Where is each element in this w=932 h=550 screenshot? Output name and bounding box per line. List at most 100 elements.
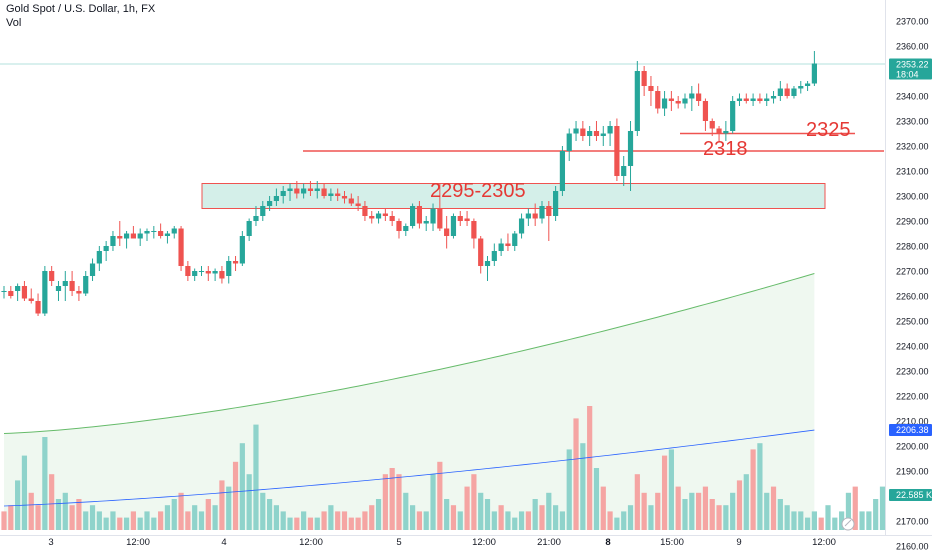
candle-body [212, 271, 218, 274]
volume-bar [144, 511, 150, 530]
volume-bar [866, 511, 872, 530]
volume-bar [512, 517, 518, 530]
candle-body [777, 88, 783, 96]
candle-body [137, 233, 143, 239]
volume-bar [382, 474, 388, 530]
candle-body [655, 91, 661, 109]
volume-bar [873, 499, 879, 530]
candle-body [730, 101, 736, 131]
last-price-tag-bg [889, 58, 932, 80]
candle-body [335, 193, 341, 196]
price-tick-label: 2220.00 [896, 392, 929, 402]
ma-value-tag: 2206.38 [889, 424, 932, 437]
price-tick-label: 2230.00 [896, 367, 929, 377]
time-tick-label: 12:00 [472, 537, 496, 548]
price-tick-label: 2270.00 [896, 267, 929, 277]
volume-bar [348, 517, 354, 530]
volume-bar [137, 517, 143, 530]
volume-bar [743, 474, 749, 530]
volume-bar [55, 499, 62, 530]
candle-body [641, 71, 647, 86]
volume-bar [89, 505, 96, 530]
volume-bar [28, 492, 34, 530]
candle-body [35, 301, 41, 314]
level-label-2325: 2325 [806, 119, 851, 141]
candle-body [42, 271, 48, 314]
volume-bar [335, 511, 341, 530]
candle-body [396, 221, 402, 231]
candle-body [593, 131, 600, 136]
time-tick-label: 3 [48, 537, 53, 548]
replay-icon-stroke [844, 519, 852, 527]
candle-body [770, 96, 777, 99]
volume-bar [668, 449, 674, 530]
candle-body [226, 261, 232, 276]
volume-bar [777, 499, 783, 530]
candle-body [246, 221, 252, 236]
volume-bar [130, 511, 136, 530]
candle-body [158, 231, 164, 236]
price-tick-label: 2370.00 [896, 17, 929, 27]
candle-body [232, 261, 239, 264]
volume-bar [730, 492, 736, 530]
volume-bar [307, 517, 314, 530]
last-price-tag-text: 2353.22 [896, 60, 929, 70]
price-tick-label: 2360.00 [896, 42, 929, 52]
volume-bar [478, 492, 484, 530]
volume-bar [498, 505, 504, 530]
volume-bar [164, 505, 171, 530]
volume-bar [375, 499, 382, 530]
candle-body [627, 131, 634, 166]
volume-bar [702, 486, 709, 530]
volume-bar [689, 492, 695, 530]
candle-body [798, 86, 804, 89]
candle-body [464, 218, 470, 221]
time-tick-label: 12:00 [299, 537, 323, 548]
candle-body [559, 151, 566, 191]
symbol-title[interactable]: Gold Spot / U.S. Dollar, 1h, FX [6, 3, 156, 15]
volume-bar [532, 499, 538, 530]
ma-value-tag-bg [889, 424, 932, 437]
volume-bar [410, 505, 416, 530]
candle-body [253, 216, 259, 221]
price-tick-label: 2290.00 [896, 217, 929, 227]
candle-body [219, 271, 225, 279]
candle-body [696, 93, 702, 101]
volume-indicator-label[interactable]: Vol [6, 17, 22, 29]
volume-bar [607, 511, 613, 530]
price-tick-label: 2190.00 [896, 467, 929, 477]
candle-body [341, 196, 348, 199]
candle-body [587, 131, 593, 136]
candle-body [743, 98, 749, 101]
candle-body [607, 126, 613, 134]
volume-bar [600, 486, 606, 530]
candle-body [62, 281, 68, 286]
volume-bar [171, 499, 177, 530]
candle-body [355, 203, 361, 206]
volume-bar [239, 443, 245, 530]
candle-body [76, 291, 82, 294]
volume-bar [369, 505, 375, 530]
candle-body [648, 86, 654, 91]
price-tick-label: 2170.00 [896, 517, 929, 527]
volume-bar [219, 480, 225, 530]
volume-bar [396, 474, 402, 530]
volume-bar [641, 492, 647, 530]
volume-bar [675, 486, 681, 530]
candle-body [280, 191, 286, 196]
ma-green-line [3, 273, 815, 434]
candle-body [185, 266, 191, 276]
volume-bar [151, 517, 157, 530]
candle-body [144, 231, 150, 234]
volume-bar [260, 492, 266, 530]
volume-bar [246, 474, 252, 530]
candle-body [260, 206, 266, 216]
ma-value-tag-text: 2206.38 [896, 425, 929, 435]
volume-bar [314, 517, 320, 530]
volume-bar [178, 492, 184, 530]
volume-bar [232, 461, 239, 530]
volume-bar [42, 437, 48, 530]
replay-icon-circle [841, 517, 855, 531]
volume-bar [791, 511, 797, 530]
